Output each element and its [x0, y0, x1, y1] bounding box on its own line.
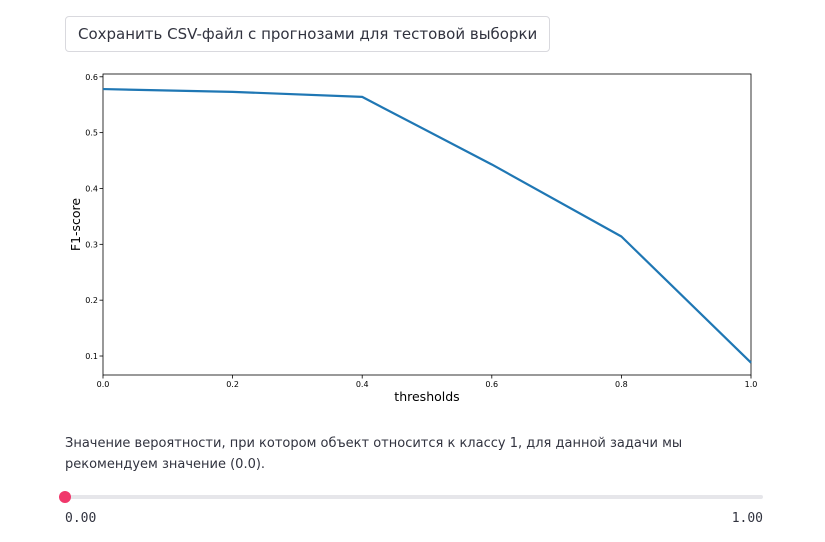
x-tick-label: 1.0: [745, 380, 758, 389]
y-axis-ticks: 0.1 0.2 0.3 0.4 0.5 0.6: [85, 73, 103, 361]
x-tick-label: 0.6: [485, 380, 498, 389]
y-tick-label: 0.5: [85, 129, 98, 138]
x-tick-label: 0.2: [226, 380, 239, 389]
slider-max-value: 1.00: [731, 511, 763, 526]
y-tick-label: 0.2: [85, 296, 98, 305]
y-tick-label: 0.3: [85, 240, 98, 249]
y-tick-label: 0.6: [85, 73, 98, 82]
f1-threshold-chart: 0.0 0.2 0.4 0.6 0.8 1.0 0.1 0.2 0.3 0.4 0.5 0.6 th…: [68, 73, 758, 404]
threshold-slider-label: Значение вероятности, при котором объект…: [65, 436, 683, 472]
plot-area: [102, 73, 752, 376]
download-csv-button[interactable]: Сохранить CSV-файл с прогнозами для тест…: [65, 16, 551, 52]
slider-min-value: 0.00: [65, 511, 97, 526]
y-axis-label: F1-score: [68, 198, 83, 252]
x-tick-label: 0.8: [615, 380, 628, 389]
slider-track[interactable]: [65, 495, 763, 499]
slider-thumb[interactable]: [59, 491, 71, 503]
y-tick-label: 0.4: [85, 184, 98, 193]
y-tick-label: 0.1: [85, 352, 98, 361]
x-tick-label: 0.0: [97, 380, 110, 389]
x-axis-label: thresholds: [394, 389, 459, 404]
x-tick-label: 0.4: [356, 380, 369, 389]
series-line: [102, 87, 752, 364]
x-axis-ticks: 0.0 0.2 0.4 0.6 0.8 1.0: [97, 375, 758, 389]
